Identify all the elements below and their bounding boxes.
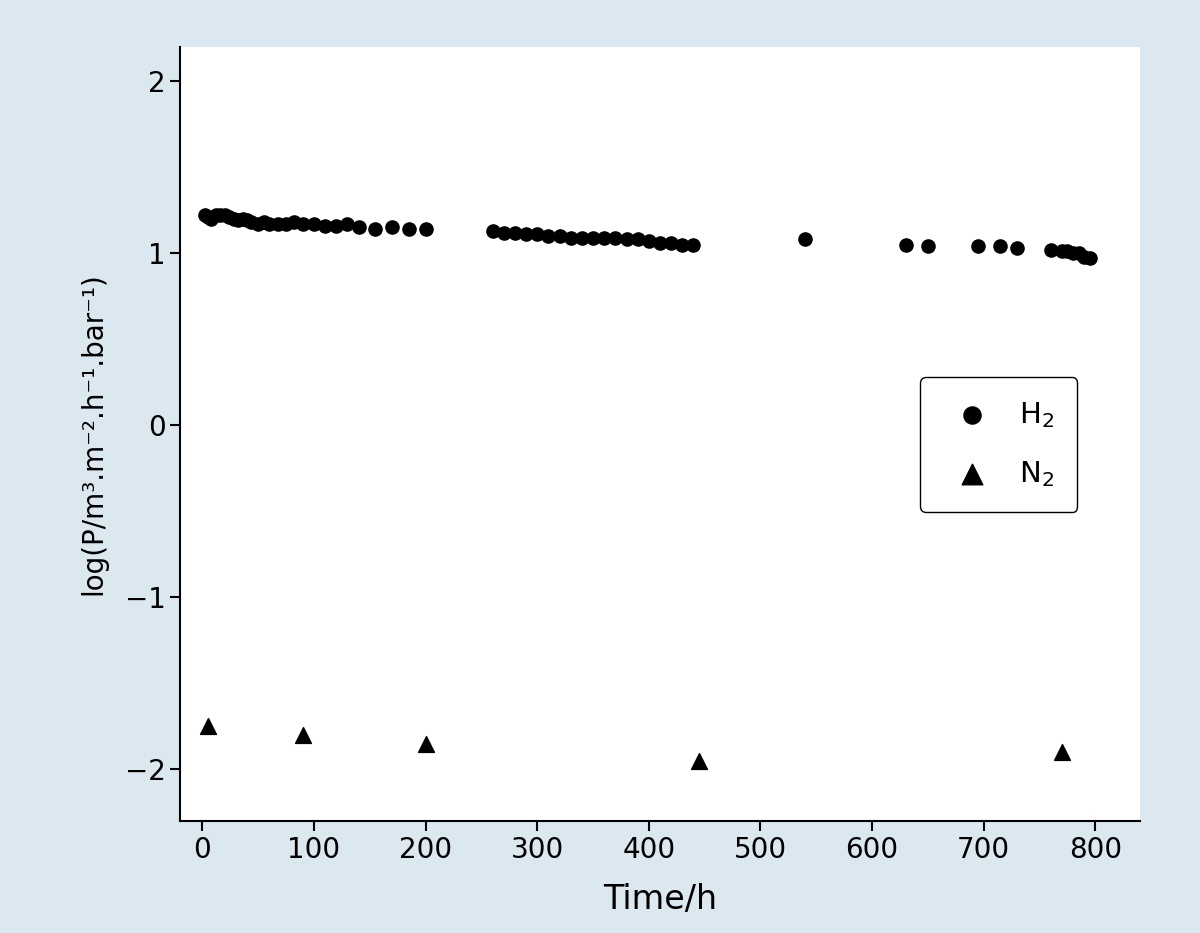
H$_2$ [242,215,262,230]
H$_2$ [293,216,312,231]
H$_2$ [1063,245,1082,260]
H$_2$ [228,213,247,228]
H$_2$ [305,216,324,231]
H$_2$ [416,222,436,237]
H$_2$ [617,232,636,247]
N$_2$ [690,753,709,768]
H$_2$ [400,222,419,237]
H$_2$ [349,220,368,235]
N$_2$ [293,728,312,743]
H$_2$ [628,232,647,247]
H$_2$ [516,227,535,242]
H$_2$ [918,239,937,254]
N$_2$ [198,719,217,734]
H$_2$ [338,216,358,231]
H$_2$ [215,208,234,223]
H$_2$ [220,210,239,225]
H$_2$ [383,220,402,235]
H$_2$ [991,239,1010,254]
H$_2$ [572,230,592,245]
H$_2$ [539,229,558,244]
H$_2$ [606,230,625,245]
H$_2$ [650,235,670,250]
H$_2$ [673,237,692,252]
H$_2$ [594,230,613,245]
H$_2$ [1080,251,1099,266]
H$_2$ [202,211,221,226]
H$_2$ [1008,241,1027,256]
H$_2$ [224,211,244,226]
H$_2$ [684,237,703,252]
N$_2$ [416,736,436,751]
X-axis label: Time/h: Time/h [602,883,718,916]
H$_2$ [248,216,268,231]
Y-axis label: log(P/m³.m⁻².h⁻¹.bar⁻¹): log(P/m³.m⁻².h⁻¹.bar⁻¹) [80,272,108,595]
H$_2$ [1069,245,1088,260]
H$_2$ [640,233,659,248]
H$_2$ [1058,244,1078,258]
H$_2$ [528,227,547,242]
Legend: H$_2$, N$_2$: H$_2$, N$_2$ [920,377,1078,512]
H$_2$ [494,225,514,240]
H$_2$ [1074,249,1093,264]
H$_2$ [968,239,988,254]
H$_2$ [238,213,257,228]
N$_2$ [1052,745,1072,759]
H$_2$ [482,223,502,238]
H$_2$ [896,237,916,252]
H$_2$ [198,210,217,225]
H$_2$ [1042,243,1061,258]
H$_2$ [326,218,346,233]
H$_2$ [316,218,335,233]
H$_2$ [233,211,252,226]
H$_2$ [269,216,288,231]
H$_2$ [505,225,524,240]
H$_2$ [562,230,581,245]
H$_2$ [583,230,602,245]
H$_2$ [210,208,229,223]
H$_2$ [284,215,304,230]
H$_2$ [276,216,295,231]
H$_2$ [206,208,226,223]
H$_2$ [1052,244,1072,258]
H$_2$ [254,215,274,230]
H$_2$ [259,216,278,231]
H$_2$ [796,232,815,247]
H$_2$ [366,222,385,237]
H$_2$ [550,229,569,244]
H$_2$ [661,235,680,250]
H$_2$ [194,208,214,223]
